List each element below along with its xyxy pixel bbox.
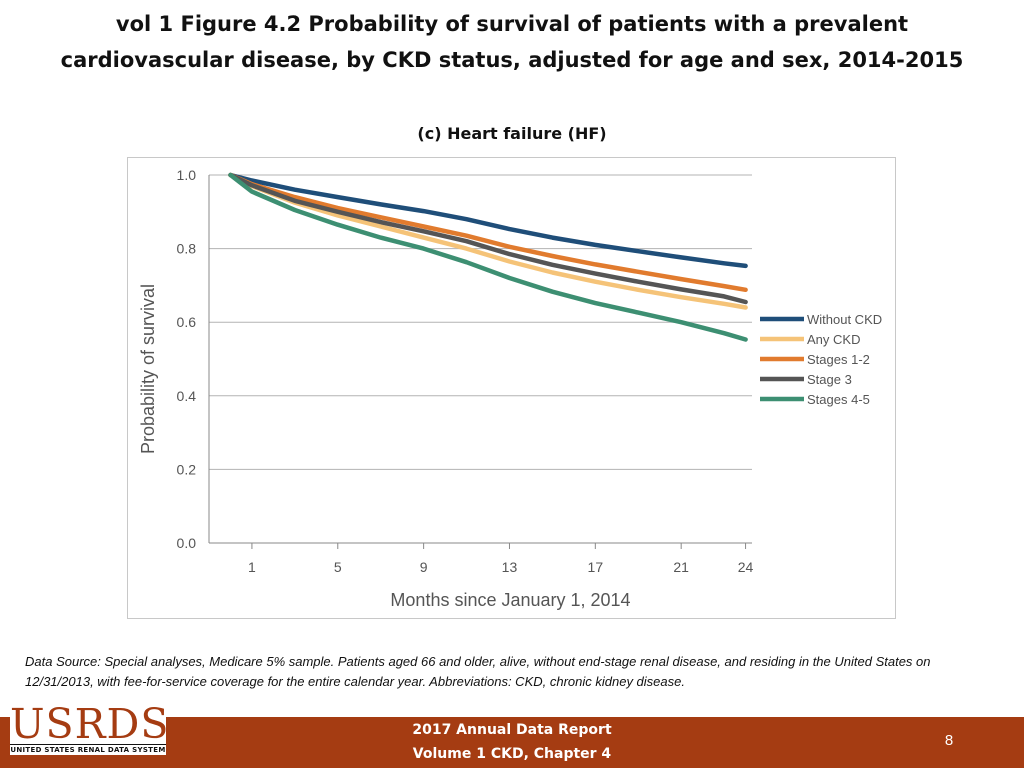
data-source-note: Data Source: Special analyses, Medicare … [25,654,931,689]
legend-label-stage-3: Stage 3 [807,372,852,387]
panel-title: (c) Heart failure (HF) [417,124,607,143]
y-axis-label: Probability of survival [138,284,158,454]
y-tick-label: 0.2 [177,461,197,477]
x-axis-label: Months since January 1, 2014 [390,590,630,610]
x-tick-label: 13 [502,559,518,575]
series-line-stage-3 [228,172,748,305]
legend-label-stages-1-2: Stages 1-2 [807,352,870,367]
x-tick-label: 5 [334,559,342,575]
x-tick-label: 21 [673,559,689,575]
y-tick-label: 0.8 [177,241,197,257]
y-tick-label: 0.6 [177,314,197,330]
page-number: 8 [944,732,954,749]
footer-report-title: 2017 Annual Data Report [412,722,612,738]
footer-report-volume: Volume 1 CKD, Chapter 4 [412,746,612,762]
footer-bar [0,717,1024,768]
legend-label-any-ckd: Any CKD [807,332,860,347]
logo-subtitle: UNITED STATES RENAL DATA SYSTEM [10,744,166,754]
x-tick-label: 24 [738,559,754,575]
series-line-without-ckd [228,172,748,269]
legend-label-stages-4-5: Stages 4-5 [807,392,870,407]
chart-frame: 0.0 0.2 0.4 0.6 0.8 1.0 1 5 9 13 17 21 24 Months sinc… [127,157,896,619]
x-tick-label: 1 [248,559,256,575]
y-tick-label: 0.4 [177,388,197,404]
legend-label-without-ckd: Without CKD [807,312,882,327]
x-tick-label: 9 [420,559,428,575]
series-line-stages-1-2 [228,172,748,293]
x-tick-label: 17 [588,559,604,575]
usrds-logo: USRDS UNITED STATES RENAL DATA SYSTEM [10,700,170,755]
logo-wordmark: USRDS [10,700,170,748]
survival-chart: 0.0 0.2 0.4 0.6 0.8 1.0 1 5 9 13 17 21 24 Months sinc… [138,167,882,610]
slide-title-line-2: cardiovascular disease, by CKD status, a… [60,48,964,72]
y-tick-label: 0.0 [177,535,197,551]
slide-title: vol 1 Figure 4.2 Probability of survival… [0,6,1024,78]
series-line-stages-4-5 [228,172,748,342]
slide-title-line-1: vol 1 Figure 4.2 Probability of survival… [115,12,909,36]
y-tick-label: 1.0 [177,167,197,183]
footer-report-info: 2017 Annual Data Report Volume 1 CKD, Ch… [380,717,644,766]
